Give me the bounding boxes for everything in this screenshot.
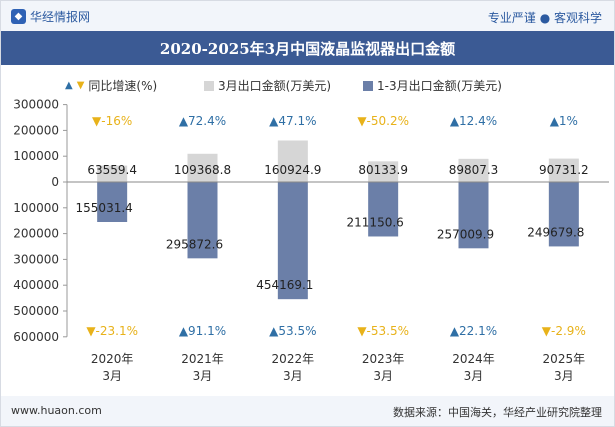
- data-label-ytd: 454169.1: [256, 278, 313, 292]
- y-tick-label: 0: [51, 175, 59, 189]
- x-tick-label-line2: 3月: [554, 369, 574, 383]
- down-triangle-icon: ▼: [76, 80, 85, 91]
- brand-logo-icon: ◆: [11, 9, 26, 24]
- data-label-march: 160924.9: [264, 163, 321, 177]
- legend-march-swatch: [204, 80, 214, 91]
- y-tick-label: 100000: [13, 149, 59, 163]
- legend-march-label: 3月出口金额(万美元): [218, 79, 331, 93]
- x-tick-label: 2025年: [543, 352, 586, 366]
- bar-march: [277, 140, 308, 182]
- y-tick-label: 300000: [13, 98, 59, 112]
- growth-label-ytd: ▲53.5%: [269, 324, 316, 338]
- x-tick-label: 2024年: [452, 352, 495, 366]
- data-label-march: 109368.8: [174, 163, 231, 177]
- bar-ytd: [458, 182, 489, 249]
- y-tick-label: 200000: [13, 227, 59, 241]
- footer-website: www.huaon.com: [11, 404, 102, 417]
- data-label-march: 63559.4: [87, 163, 137, 177]
- bar-ytd: [368, 182, 399, 237]
- y-tick-label: 200000: [13, 123, 59, 137]
- x-tick-label: 2021年: [181, 352, 224, 366]
- bar-march: [187, 153, 218, 182]
- growth-label-march: ▼-16%: [92, 114, 132, 128]
- legend-growth: ▲ ▼ 同比增速(%): [65, 77, 157, 94]
- legend-ytd-swatch: [363, 80, 373, 91]
- bar-march: [368, 161, 399, 182]
- data-label-ytd: 211150.6: [347, 215, 404, 229]
- x-tick-label-line2: 3月: [283, 369, 303, 383]
- growth-label-march: ▲1%: [550, 114, 578, 128]
- data-label-ytd: 295872.6: [166, 237, 223, 251]
- x-tick-label: 2022年: [272, 352, 315, 366]
- bar-ytd: [97, 182, 128, 222]
- growth-label-ytd: ▼-53.5%: [357, 324, 409, 338]
- x-tick-label-line2: 3月: [373, 369, 393, 383]
- data-label-march: 89807.3: [449, 163, 499, 177]
- bar-march: [97, 165, 128, 182]
- growth-label-ytd: ▼-23.1%: [86, 324, 138, 338]
- x-tick-label-line2: 3月: [464, 369, 484, 383]
- data-label-march: 80133.9: [358, 163, 408, 177]
- x-tick-label: 2023年: [362, 352, 405, 366]
- x-tick-label-line2: 3月: [193, 369, 213, 383]
- y-tick-label: 400000: [13, 278, 59, 292]
- y-tick-label: 300000: [13, 252, 59, 266]
- chart-title: 2020-2025年3月中国液晶监视器出口金额: [1, 31, 614, 65]
- data-label-ytd: 155031.4: [76, 201, 133, 215]
- brand-logo: ◆ 华经情报网: [11, 8, 90, 25]
- data-label-ytd: 249679.8: [527, 225, 584, 239]
- x-tick-label-line2: 3月: [102, 369, 122, 383]
- footer-source: 数据来源：中国海关，华经产业研究院整理: [393, 406, 602, 419]
- data-label-march: 90731.2: [539, 163, 589, 177]
- top-bar: ◆ 华经情报网 专业严谨 ● 客观科学: [1, 1, 614, 31]
- bar-ytd: [187, 182, 218, 259]
- up-triangle-icon: ▲: [65, 80, 73, 91]
- growth-label-march: ▲47.1%: [269, 114, 316, 128]
- brand-name: 华经情报网: [30, 10, 91, 24]
- footer-bar: www.huaon.com 数据来源：中国海关，华经产业研究院整理: [1, 396, 614, 426]
- legend-ytd-label: 1-3月出口金额(万美元): [377, 79, 502, 93]
- bar-march: [548, 158, 579, 182]
- growth-label-march: ▲72.4%: [179, 114, 226, 128]
- brand-tagline: 专业严谨 ● 客观科学: [487, 11, 602, 25]
- growth-label-ytd: ▲91.1%: [179, 324, 226, 338]
- bar-ytd: [277, 182, 308, 300]
- data-label-ytd: 257009.9: [437, 227, 494, 241]
- legend-growth-label: 同比增速(%): [88, 79, 158, 93]
- legend-march: 3月出口金额(万美元): [204, 77, 331, 94]
- bar-ytd: [548, 182, 579, 247]
- y-tick-label: 100000: [13, 201, 59, 215]
- legend-ytd: 1-3月出口金额(万美元): [363, 77, 502, 94]
- chart-plot: 300000 200000 100000 0 100000 200000 300000 400…: [13, 98, 609, 383]
- growth-label-ytd: ▲22.1%: [450, 324, 497, 338]
- chart-legend: ▲ ▼ 同比增速(%) 3月出口金额(万美元) 1-3月出口金额(万美元): [1, 75, 614, 95]
- growth-label-march: ▲12.4%: [450, 114, 497, 128]
- growth-label-march: ▼-50.2%: [357, 114, 409, 128]
- growth-label-ytd: ▼-2.9%: [542, 324, 586, 338]
- y-tick-label: 600000: [13, 330, 59, 344]
- y-tick-label: 500000: [13, 304, 59, 318]
- bar-march: [458, 158, 489, 182]
- x-tick-label: 2020年: [91, 352, 134, 366]
